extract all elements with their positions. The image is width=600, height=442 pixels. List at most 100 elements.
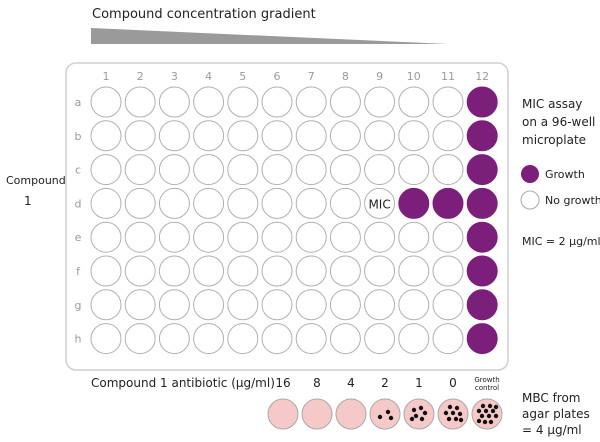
well-no-growth [364, 187, 396, 219]
agar-plate [369, 398, 401, 430]
colony [388, 415, 394, 421]
colony [458, 417, 464, 423]
well-no-growth [90, 221, 122, 253]
column-label: 11 [441, 70, 455, 83]
column-label: 6 [274, 70, 281, 83]
well-no-growth [227, 221, 259, 253]
colony [493, 404, 499, 410]
well-no-growth [227, 323, 259, 355]
row-label: b [75, 130, 82, 143]
well-no-growth [329, 154, 361, 186]
gradient-wedge [91, 28, 448, 44]
row-label: c [75, 164, 81, 177]
agar-plate [403, 398, 435, 430]
well-no-growth [432, 221, 464, 253]
well-no-growth [90, 187, 122, 219]
concentration-label: 0 [449, 376, 457, 390]
well-no-growth [158, 120, 190, 152]
column-label: 5 [239, 70, 246, 83]
compound-label: Compound [6, 174, 66, 187]
growth-control-label-1: Growth [474, 376, 499, 384]
colony [457, 411, 463, 417]
well-no-growth [364, 289, 396, 321]
concentration-label: 1 [415, 376, 423, 390]
well-no-growth [295, 289, 327, 321]
well-no-growth [432, 323, 464, 355]
well-no-growth [364, 323, 396, 355]
well-no-growth [295, 221, 327, 253]
well-no-growth [364, 154, 396, 186]
colony [443, 410, 449, 416]
colony [493, 413, 499, 419]
well-no-growth [398, 221, 430, 253]
colony [483, 408, 489, 414]
colony [479, 413, 485, 419]
row-label: g [75, 299, 82, 312]
well-no-growth [329, 323, 361, 355]
mic-well-label: MIC [368, 197, 390, 211]
well-no-growth [124, 86, 156, 118]
well-no-growth [295, 323, 327, 355]
well-no-growth [193, 221, 225, 253]
colony [411, 407, 417, 413]
row-label: d [75, 197, 82, 210]
column-label: 10 [407, 70, 421, 83]
well-no-growth [329, 289, 361, 321]
well-no-growth [158, 255, 190, 287]
side-title-line-2: on a 96-well [522, 115, 595, 129]
well-no-growth [158, 289, 190, 321]
side-title-line-1: MIC assay [522, 97, 582, 111]
colony [446, 416, 452, 422]
well-no-growth [124, 255, 156, 287]
well-no-growth [432, 120, 464, 152]
well-no-growth [398, 323, 430, 355]
well-no-growth [364, 86, 396, 118]
concentration-label: 16 [275, 376, 290, 390]
well-no-growth [398, 289, 430, 321]
well-no-growth [261, 86, 293, 118]
well-no-growth [193, 289, 225, 321]
well-no-growth [329, 221, 361, 253]
well-no-growth [329, 187, 361, 219]
agar-plate [471, 398, 503, 430]
well-growth [398, 187, 430, 219]
well-no-growth [261, 120, 293, 152]
well-no-growth [90, 255, 122, 287]
well-no-growth [158, 154, 190, 186]
well-no-growth [193, 120, 225, 152]
well-growth [466, 289, 498, 321]
agar-plate [267, 398, 299, 430]
well-no-growth [295, 255, 327, 287]
well-growth [466, 154, 498, 186]
row-label: e [75, 231, 82, 244]
agar-plate [301, 398, 333, 430]
well-no-growth [124, 221, 156, 253]
well-no-growth [261, 154, 293, 186]
legend-no-growth-swatch [520, 190, 540, 210]
well-no-growth [261, 323, 293, 355]
well-no-growth [364, 221, 396, 253]
gradient-title: Compound concentration gradient [92, 7, 316, 22]
well-no-growth [158, 323, 190, 355]
well-no-growth [124, 187, 156, 219]
column-label: 9 [376, 70, 383, 83]
colony [454, 405, 460, 411]
mbc-text-line-1: MBC from [522, 391, 581, 405]
antibiotic-label: Compound 1 antibiotic (µg/ml) [91, 376, 275, 390]
row-label: f [76, 265, 81, 278]
well-no-growth [261, 187, 293, 219]
well-no-growth [398, 86, 430, 118]
well-no-growth [158, 221, 190, 253]
well-no-growth [90, 86, 122, 118]
colony [490, 408, 496, 414]
well-no-growth [329, 86, 361, 118]
colony [486, 413, 492, 419]
column-label: 8 [342, 70, 349, 83]
well-growth [466, 187, 498, 219]
well-no-growth [227, 255, 259, 287]
well-no-growth [432, 154, 464, 186]
colony [480, 403, 486, 409]
well-no-growth [90, 289, 122, 321]
colony [476, 408, 482, 414]
column-label: 2 [137, 70, 144, 83]
